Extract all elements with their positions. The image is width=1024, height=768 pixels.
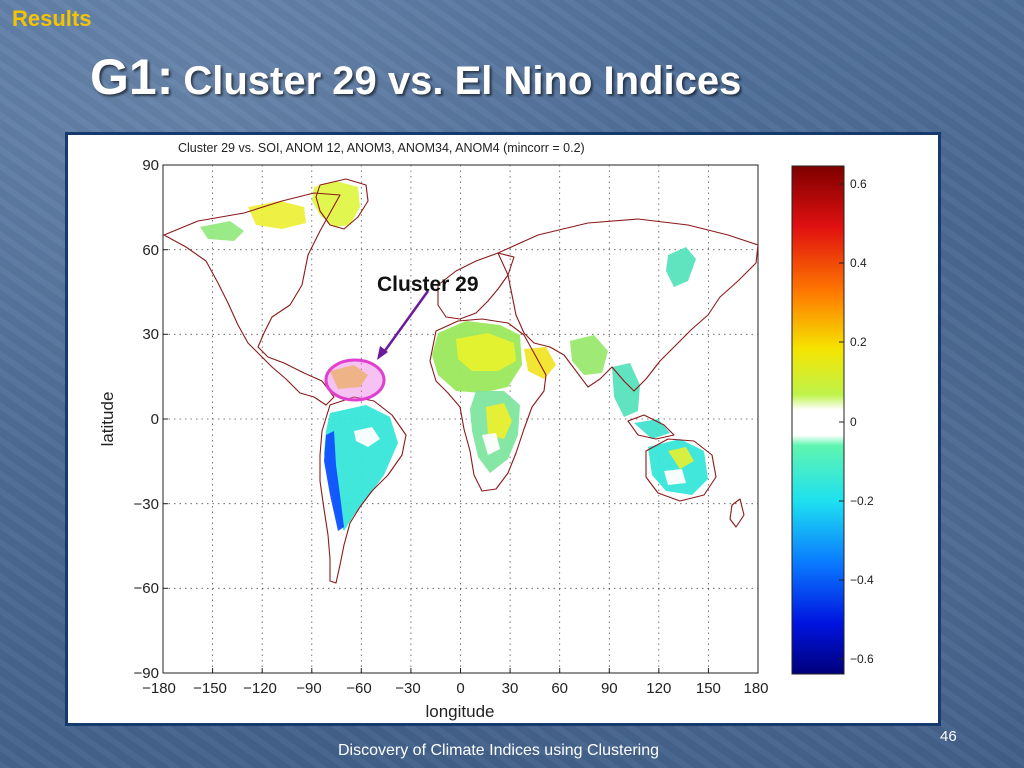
coast-africa bbox=[429, 318, 547, 492]
coastlines bbox=[163, 178, 758, 584]
annotation-label: Cluster 29 bbox=[377, 273, 479, 296]
x-tick-label: 90 bbox=[601, 680, 618, 697]
y-tick-label: −90 bbox=[134, 665, 159, 682]
y-tick-label: 90 bbox=[142, 157, 159, 174]
patch-sahara-yellow bbox=[456, 333, 516, 371]
section-label: Results bbox=[12, 6, 92, 31]
patch-australia bbox=[648, 439, 708, 495]
colorbar-tick-label: −0.2 bbox=[850, 494, 874, 508]
coast-south-america bbox=[319, 396, 407, 584]
colorbar bbox=[791, 165, 845, 675]
y-tick-label: 60 bbox=[142, 242, 159, 259]
title-text: Cluster 29 vs. El Nino Indices bbox=[183, 59, 742, 103]
x-tick-label: 180 bbox=[743, 680, 768, 697]
coast-north-america bbox=[163, 192, 341, 406]
x-tick-label: −90 bbox=[296, 680, 321, 697]
axis-ticks bbox=[162, 164, 759, 674]
footer-text: Discovery of Climate Indices using Clust… bbox=[338, 742, 660, 759]
coast-europe bbox=[437, 252, 515, 320]
colorbar-tick-labels: 0.6 0.4 0.2 0 −0.2 −0.4 −0.6 bbox=[850, 177, 874, 666]
patch-canada-arctic bbox=[248, 201, 306, 229]
y-tick-label: −30 bbox=[134, 496, 159, 513]
title-prefix: G1: bbox=[90, 49, 174, 105]
y-axis-label: latitude bbox=[98, 392, 117, 447]
x-tick-label: 60 bbox=[551, 680, 568, 697]
patch-south-america-white bbox=[354, 427, 380, 447]
patch-se-asia bbox=[612, 363, 640, 417]
x-tick-label: 150 bbox=[696, 680, 721, 697]
colorbar-tick-label: 0.2 bbox=[850, 335, 867, 349]
annotation-arrow bbox=[382, 290, 430, 353]
patch-south-america bbox=[324, 405, 398, 531]
map-title: Cluster 29 vs. SOI, ANOM 12, ANOM3, ANOM… bbox=[178, 141, 585, 155]
x-tick-label: 0 bbox=[456, 680, 464, 697]
patch-north-america-green bbox=[200, 221, 244, 241]
coast-asia bbox=[497, 218, 758, 392]
x-tick-label: −30 bbox=[395, 680, 420, 697]
x-tick-label: −180 bbox=[142, 680, 176, 697]
cluster-29-highlight bbox=[324, 358, 386, 402]
patch-south-america-blue bbox=[324, 431, 344, 531]
patch-siberia-green bbox=[666, 247, 696, 287]
x-tick-label: −150 bbox=[193, 680, 227, 697]
colorbar-tick-label: 0.4 bbox=[850, 256, 867, 270]
x-tick-label: 120 bbox=[646, 680, 671, 697]
y-tick-labels: 90 60 30 0 −30 −60 −90 bbox=[134, 157, 159, 682]
x-axis-label: longitude bbox=[425, 702, 494, 721]
colorbar-tick-label: −0.4 bbox=[850, 573, 874, 587]
correlation-map-figure: Cluster 29 vs. SOI, ANOM 12, ANOM3, ANOM… bbox=[98, 141, 874, 721]
patch-africa-white bbox=[482, 433, 500, 455]
patch-caribbean bbox=[330, 365, 368, 389]
x-tick-label: −60 bbox=[346, 680, 371, 697]
x-tick-label: −120 bbox=[243, 680, 277, 697]
slide-title: G1: Cluster 29 vs. El Nino Indices bbox=[90, 48, 741, 106]
patch-india bbox=[570, 335, 608, 375]
figure-frame: Cluster 29 vs. SOI, ANOM 12, ANOM3, ANOM… bbox=[65, 132, 941, 726]
page-number: 46 bbox=[940, 728, 957, 745]
patch-australia-white bbox=[664, 469, 686, 485]
coast-indonesia bbox=[627, 414, 675, 440]
correlation-patches bbox=[200, 181, 708, 531]
y-tick-label: 0 bbox=[151, 411, 159, 428]
coast-greenland bbox=[315, 178, 369, 230]
coast-australia bbox=[645, 438, 717, 502]
x-tick-label: 30 bbox=[502, 680, 519, 697]
coast-new-zealand bbox=[729, 498, 745, 528]
colorbar-tick-label: −0.6 bbox=[850, 652, 874, 666]
x-tick-labels: −180 −150 −120 −90 −60 −30 0 30 60 90 12… bbox=[142, 680, 768, 697]
patch-australia-yellow bbox=[668, 447, 694, 469]
colorbar-tick-label: 0.6 bbox=[850, 177, 867, 191]
y-tick-label: −60 bbox=[134, 580, 159, 597]
colorbar-tick-label: 0 bbox=[850, 415, 857, 429]
annotation-arrowhead-icon bbox=[377, 346, 388, 360]
colorbar-ticks bbox=[839, 183, 844, 660]
patch-greenland bbox=[312, 181, 360, 227]
patch-africa-yellow bbox=[486, 403, 512, 439]
y-tick-label: 30 bbox=[142, 326, 159, 343]
